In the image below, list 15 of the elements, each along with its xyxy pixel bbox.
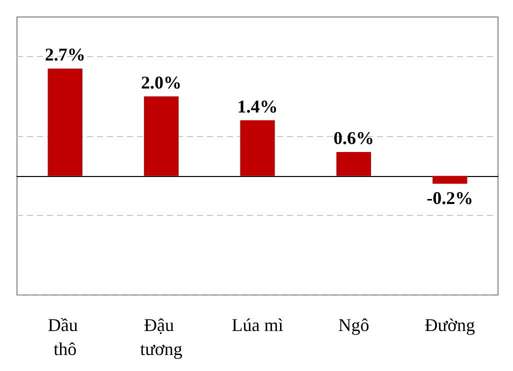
data-label: 0.6% [333,128,374,148]
data-label: 2.0% [141,72,182,92]
bar [336,152,372,176]
data-label: -0.2% [426,188,474,208]
data-label: 2.7% [44,44,86,65]
bar [48,68,82,176]
bar [240,120,275,176]
x-tick-label: Lúa mì [232,315,284,335]
data-label: 1.4% [237,96,278,116]
x-tick-label: Đậu tương [140,315,182,359]
bar [144,96,179,176]
x-tick-label: Ngô [338,315,370,335]
x-tick-label: Đường [424,315,476,335]
bar [432,176,468,184]
x-tick-label: Dầu thô [48,315,82,359]
